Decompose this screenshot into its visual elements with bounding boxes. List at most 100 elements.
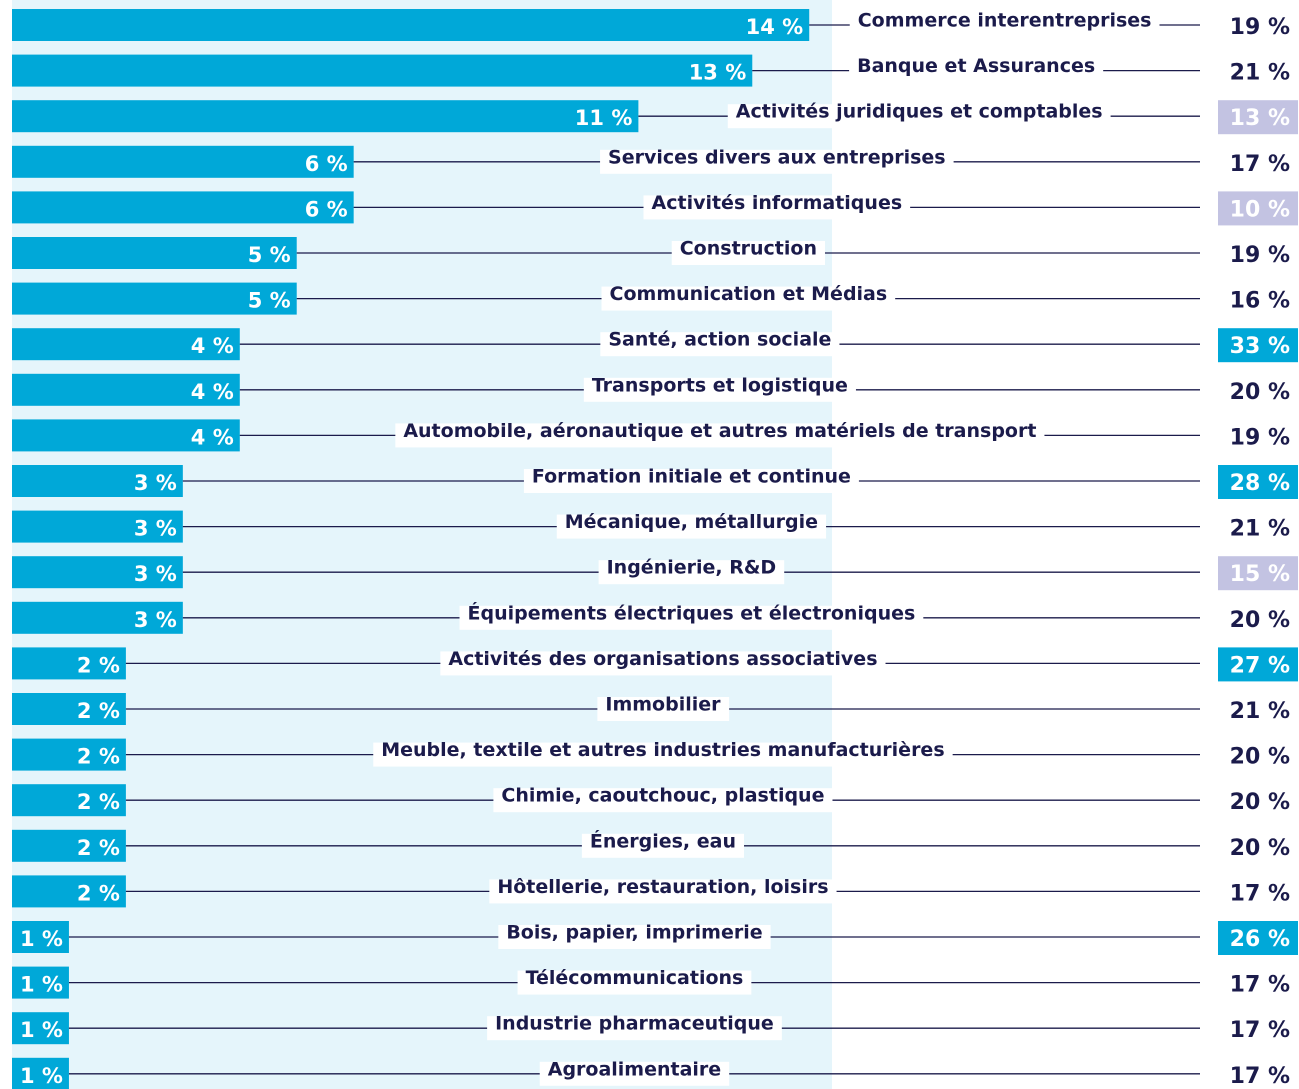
category-label: Équipements électriques et électroniques [468,601,916,624]
category-label: Activités informatiques [652,192,903,214]
share-label: 17 % [1230,1064,1290,1089]
bar [12,510,183,543]
bar [12,191,354,224]
value-label: 2 % [77,790,120,814]
bar [12,465,183,497]
label-background [373,742,953,767]
category-label: Banque et Assurances [857,55,1095,77]
bar [12,693,126,725]
share-highlight [1218,328,1298,363]
label-background [440,651,886,676]
value-label: 3 % [134,562,177,586]
category-label: Immobilier [605,694,721,716]
value-label: 6 % [305,197,348,221]
category-label: Bois, papier, imprimerie [506,922,762,944]
value-label: 4 % [191,380,234,404]
value-label: 1 % [20,1064,63,1088]
share-label: 21 % [1230,61,1290,86]
share-label: 20 % [1230,745,1290,770]
share-highlight [1218,921,1298,955]
bar [12,966,69,999]
category-label: Commerce interentreprises [858,10,1152,32]
value-label: 2 % [77,881,120,905]
bar [12,54,753,87]
label-background [600,149,954,174]
bar [12,556,183,589]
label-background [583,377,856,402]
share-label: 21 % [1230,517,1290,542]
share-label: 15 % [1230,562,1290,587]
bar [12,601,183,634]
category-label: Construction [680,238,817,260]
bar [12,647,126,680]
value-label: 1 % [20,1018,63,1042]
share-label: 17 % [1230,881,1290,906]
category-label: Activités des organisations associatives [448,648,877,670]
bar [12,921,69,953]
label-background [498,925,771,949]
value-label: 2 % [77,699,120,723]
value-label: 3 % [134,471,177,495]
share-highlight [1218,100,1298,135]
label-background [395,423,1045,448]
share-label: 19 % [1230,15,1290,40]
category-label: Énergies, eau [590,829,736,852]
bar [12,328,240,361]
share-highlight [1218,465,1298,499]
bar [12,1057,69,1089]
share-label: 10 % [1230,197,1290,222]
value-label: 2 % [77,745,120,769]
category-label: Formation initiale et continue [532,466,851,488]
category-label: Chimie, caoutchouc, plastique [501,785,824,807]
share-label: 16 % [1230,289,1290,314]
value-label: 13 % [689,61,747,85]
category-label: Meuble, textile et autres industries man… [381,739,944,761]
share-label: 13 % [1230,106,1290,131]
share-highlight [1218,647,1298,682]
label-background [727,104,1111,129]
bar [12,100,639,133]
label-background [849,13,1160,37]
value-label: 11 % [575,106,633,130]
category-label: Industrie pharmaceutique [495,1013,774,1035]
background-band [12,0,832,1089]
share-label: 17 % [1230,1018,1290,1043]
bar [12,419,240,452]
value-label: 1 % [20,973,63,997]
category-label: Transports et logistique [592,374,848,396]
category-label: Mécanique, métallurgie [565,511,818,533]
value-label: 2 % [77,653,120,677]
share-label: 27 % [1230,653,1290,678]
value-label: 5 % [248,243,291,267]
label-background [581,833,745,858]
bar [12,282,297,315]
value-label: 2 % [77,836,120,860]
category-label: Services divers aux entreprises [608,146,946,168]
label-background [643,195,911,220]
share-label: 20 % [1230,608,1290,633]
value-label: 3 % [134,608,177,632]
label-background [489,879,837,904]
label-background [601,286,896,311]
category-label: Télécommunications [526,967,744,989]
value-label: 3 % [134,517,177,541]
label-background [600,332,840,357]
value-label: 1 % [20,927,63,951]
share-label: 20 % [1230,836,1290,861]
bar [12,9,810,41]
value-label: 4 % [191,334,234,358]
label-background [539,1061,730,1086]
bar [12,145,354,178]
bar [12,738,126,771]
category-label: Activités juridiques et comptables [736,101,1103,123]
share-label: 17 % [1230,973,1290,998]
label-background [597,697,730,721]
share-label: 17 % [1230,152,1290,177]
category-label: Santé, action sociale [608,329,831,351]
share-label: 19 % [1230,425,1290,450]
category-label: Ingénierie, R&D [607,557,777,579]
label-background [849,58,1104,83]
label-background [517,970,752,995]
share-highlight [1218,556,1298,591]
